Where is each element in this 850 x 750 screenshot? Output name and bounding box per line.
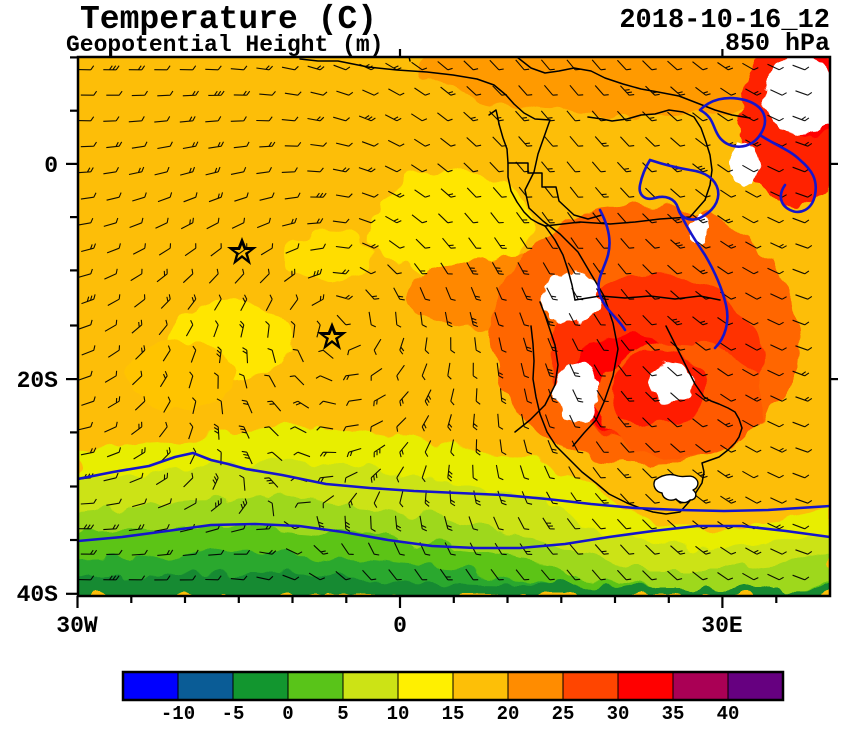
svg-text:Geopotential Height (m): Geopotential Height (m): [66, 32, 383, 58]
svg-text:10: 10: [387, 703, 410, 725]
svg-text:40S: 40S: [17, 582, 59, 608]
svg-text:25: 25: [552, 703, 575, 725]
svg-text:40: 40: [717, 703, 740, 725]
svg-text:-5: -5: [222, 703, 245, 725]
svg-text:0: 0: [393, 613, 407, 639]
svg-text:20S: 20S: [17, 368, 59, 394]
svg-text:15: 15: [442, 703, 465, 725]
svg-text:20: 20: [497, 703, 520, 725]
svg-text:0: 0: [282, 703, 293, 725]
svg-text:30: 30: [607, 703, 630, 725]
svg-text:30W: 30W: [56, 613, 98, 639]
svg-text:35: 35: [662, 703, 685, 725]
svg-text:5: 5: [337, 703, 348, 725]
svg-text:850 hPa: 850 hPa: [725, 29, 830, 58]
svg-text:-10: -10: [161, 703, 195, 725]
svg-text:30E: 30E: [701, 613, 742, 639]
svg-text:0: 0: [44, 153, 58, 179]
